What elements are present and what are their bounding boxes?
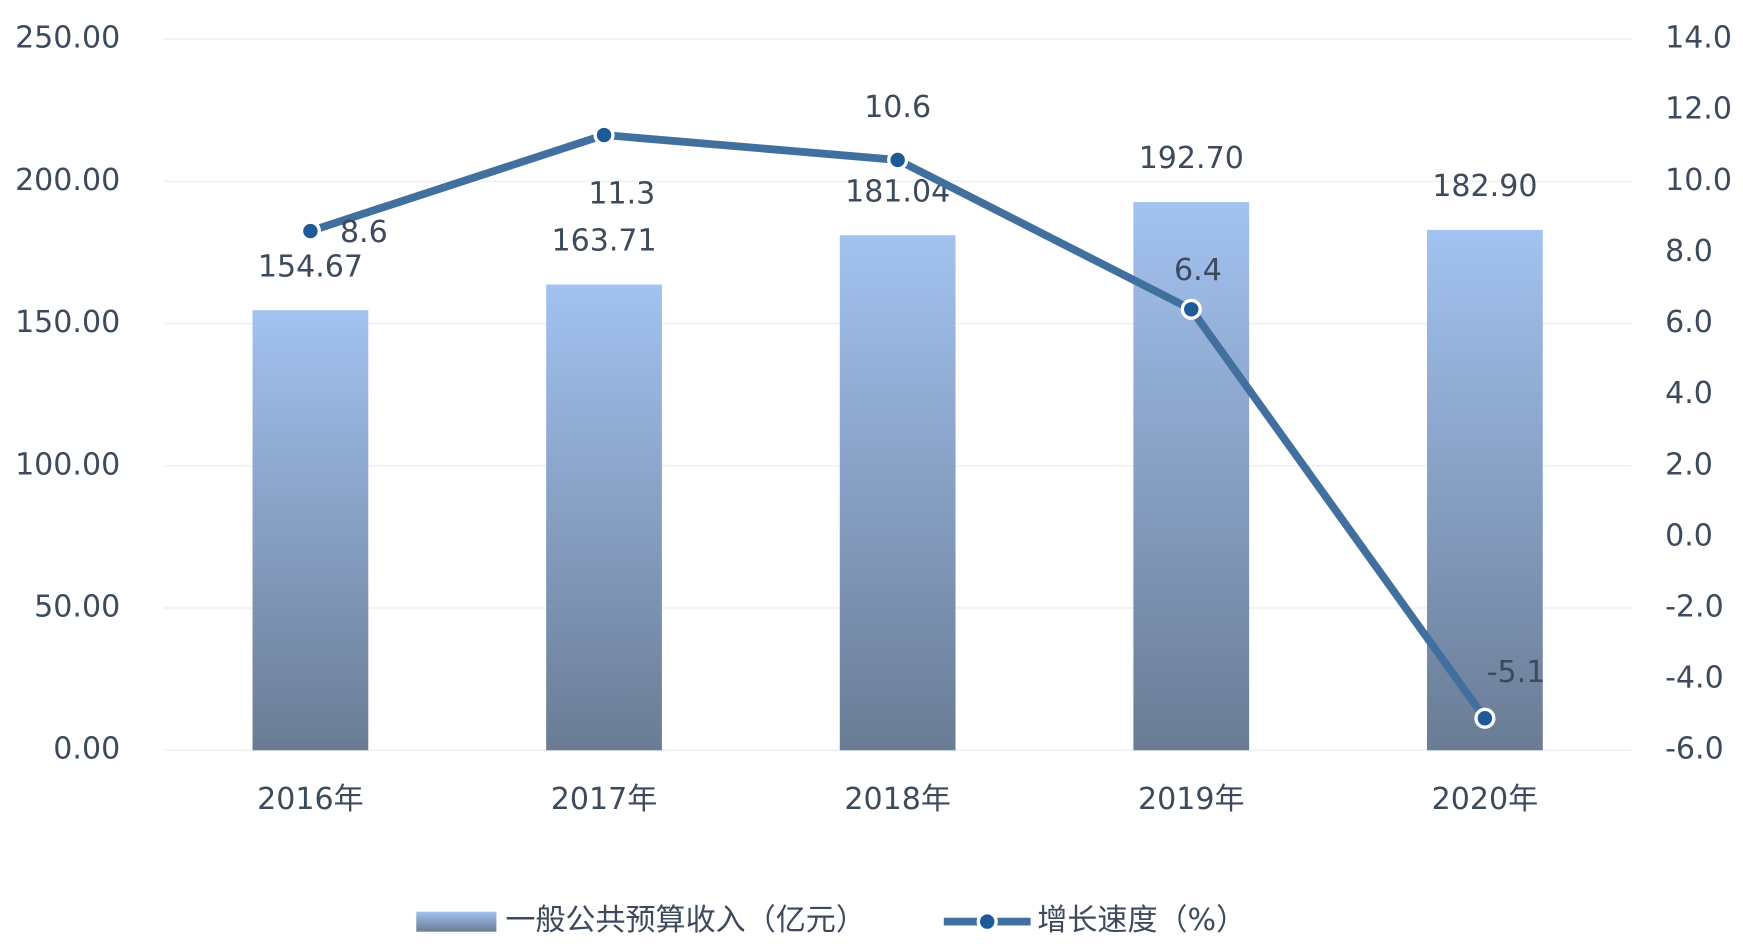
y-tick-label: 250.00: [15, 21, 120, 56]
legend-swatch-marker: [976, 911, 998, 933]
y2-tick-label: 6.0: [1665, 305, 1713, 340]
y2-tick-label: 4.0: [1665, 376, 1713, 411]
bar: [252, 310, 369, 751]
y2-tick-label: 0.0: [1665, 518, 1713, 553]
x-tick-label: 2018年: [844, 782, 951, 817]
line-marker: [1180, 298, 1202, 320]
line-marker: [1474, 707, 1496, 729]
y2-tick-label: 10.0: [1665, 163, 1732, 198]
y2-tick-label: -6.0: [1665, 732, 1724, 767]
bar-value-label: 182.90: [1432, 169, 1537, 204]
bar-value-label: 192.70: [1139, 141, 1244, 176]
y-tick-label: 100.00: [15, 447, 120, 482]
bar-value-label: 163.71: [551, 224, 656, 259]
y2-tick-label: -4.0: [1665, 661, 1724, 696]
line-marker: [887, 149, 909, 171]
legend-swatch: [416, 911, 497, 932]
y-tick-label: 50.00: [34, 590, 120, 625]
line-marker: [593, 124, 615, 146]
line-value-label: 6.4: [1174, 253, 1222, 288]
y-tick-label: 0.00: [53, 732, 120, 767]
y-tick-label: 150.00: [15, 305, 120, 340]
line-value-label: 11.3: [588, 177, 655, 212]
bar-value-label: 154.67: [258, 249, 363, 284]
legend-label: 增长速度（%）: [1037, 903, 1246, 938]
y2-tick-label: -2.0: [1665, 590, 1724, 625]
y2-tick-label: 8.0: [1665, 234, 1713, 269]
legend-label: 一般公共预算收入（亿元）: [505, 903, 866, 938]
y2-tick-label: 2.0: [1665, 447, 1713, 482]
y2-tick-label: 12.0: [1665, 92, 1732, 127]
y-tick-label: 200.00: [15, 163, 120, 198]
x-tick-label: 2019年: [1138, 782, 1245, 817]
x-tick-label: 2020年: [1432, 782, 1539, 817]
x-tick-label: 2017年: [551, 782, 658, 817]
line-value-label: 8.6: [340, 215, 388, 250]
line-value-label: 10.6: [864, 90, 931, 125]
line-value-label: -5.1: [1487, 655, 1546, 690]
x-tick-label: 2016年: [257, 782, 364, 817]
line-marker: [299, 220, 321, 242]
bar: [546, 284, 662, 751]
bar: [839, 235, 956, 751]
y2-tick-label: 14.0: [1665, 21, 1732, 56]
